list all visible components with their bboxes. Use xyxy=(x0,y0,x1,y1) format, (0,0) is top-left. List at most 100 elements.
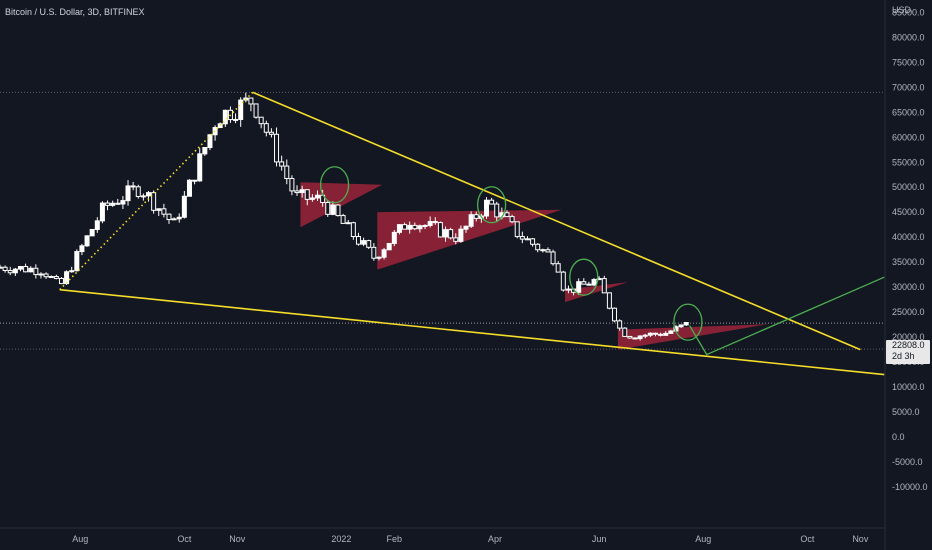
candle-down xyxy=(632,337,638,340)
y-tick-label: 20000.0 xyxy=(892,332,925,342)
candle-up xyxy=(186,179,192,197)
candle-up xyxy=(110,202,116,206)
candle-down xyxy=(289,178,295,192)
x-tick-label: Jun xyxy=(592,534,607,544)
candle-up xyxy=(458,228,464,242)
x-tick-label: Apr xyxy=(488,534,502,544)
candle-down xyxy=(294,190,300,194)
candle-down xyxy=(2,266,8,272)
candle-down xyxy=(253,103,259,118)
candle-up xyxy=(345,222,351,225)
y-tick-label: 10000.0 xyxy=(892,382,925,392)
candle-up xyxy=(69,270,75,273)
y-tick-label: 5000.0 xyxy=(892,407,920,417)
candle-down xyxy=(161,208,167,215)
candle-down xyxy=(601,278,607,294)
highlight-circle xyxy=(673,303,703,341)
y-tick-label: 40000.0 xyxy=(892,232,925,242)
candle-up xyxy=(647,332,653,336)
projection-layer xyxy=(689,276,885,356)
candle-down xyxy=(340,215,346,224)
triangle-pattern xyxy=(565,282,629,303)
candle-up xyxy=(376,256,382,259)
candle-up xyxy=(94,220,100,230)
candle-down xyxy=(652,332,658,335)
candle-down xyxy=(606,292,612,309)
candle-up xyxy=(591,279,597,286)
candle-down xyxy=(284,165,290,180)
y-tick-label: 0.0 xyxy=(892,432,905,442)
candle-up xyxy=(391,231,397,244)
candle-up xyxy=(79,245,85,253)
candle-down xyxy=(581,281,587,285)
candle-down xyxy=(617,320,623,329)
trendline xyxy=(59,288,885,376)
candle-down xyxy=(519,236,525,240)
y-tick-label: 35000.0 xyxy=(892,257,925,267)
candle-down xyxy=(514,221,520,238)
candle-up xyxy=(156,208,162,211)
dotted-trendline xyxy=(59,91,254,291)
triangle-pattern xyxy=(617,324,769,350)
candle-up xyxy=(197,153,203,182)
x-tick-label: Aug xyxy=(695,534,711,544)
candle-up xyxy=(637,335,643,340)
candle-up xyxy=(683,321,689,326)
candle-up xyxy=(443,229,449,238)
trendlines-layer xyxy=(59,91,885,376)
candle-up xyxy=(202,146,208,155)
candle-up xyxy=(663,332,669,336)
candle-up xyxy=(468,214,474,227)
candle-down xyxy=(335,204,341,217)
y-tick-label: -10000.0 xyxy=(892,482,928,492)
bar-countdown: 2d 3h xyxy=(892,351,915,361)
candle-up xyxy=(299,189,305,194)
candle-down xyxy=(494,203,500,218)
candle-up xyxy=(668,330,674,334)
candle-down xyxy=(530,238,536,245)
candle-down xyxy=(586,283,592,286)
candle-up xyxy=(140,195,146,198)
candle-up xyxy=(146,192,152,197)
candle-up xyxy=(361,240,367,245)
candle-up xyxy=(222,109,228,125)
y-tick-label: 85000.0 xyxy=(892,7,925,17)
candle-down xyxy=(473,214,479,219)
pattern-layer xyxy=(300,182,769,350)
candle-up xyxy=(89,228,95,237)
candle-up xyxy=(642,334,648,337)
candle-down xyxy=(437,222,443,238)
candle-down xyxy=(135,186,141,197)
candle-down xyxy=(274,133,280,163)
time-axis-ticks: Aug Oct Nov 2022 Feb Apr Jun Aug Oct Nov xyxy=(72,534,869,544)
candle-down xyxy=(535,243,541,251)
candle-up xyxy=(120,200,126,205)
candle-down xyxy=(371,246,377,259)
last-price-value: 22808.0 xyxy=(892,340,925,350)
candle-up xyxy=(84,235,90,247)
candle-up xyxy=(576,281,582,293)
candle-down xyxy=(23,266,29,273)
circles-layer xyxy=(319,166,703,341)
candle-up xyxy=(12,268,18,274)
candle-down xyxy=(402,224,408,230)
candle-up xyxy=(540,249,546,252)
candle-down xyxy=(627,335,633,339)
candles-layer xyxy=(0,92,689,341)
currency-label: USD xyxy=(892,5,912,15)
y-tick-label: 30000.0 xyxy=(892,282,925,292)
candle-up xyxy=(238,99,244,120)
y-tick-label: 65000.0 xyxy=(892,107,925,117)
candle-down xyxy=(355,236,361,245)
candle-down xyxy=(622,327,628,337)
candle-down xyxy=(105,202,111,206)
candle-down xyxy=(366,240,372,248)
candle-up xyxy=(207,134,213,148)
candle-up xyxy=(99,202,105,222)
candle-down xyxy=(304,189,310,200)
highlight-circle xyxy=(319,166,350,204)
x-tick-label: Feb xyxy=(387,534,403,544)
candle-up xyxy=(181,195,187,218)
